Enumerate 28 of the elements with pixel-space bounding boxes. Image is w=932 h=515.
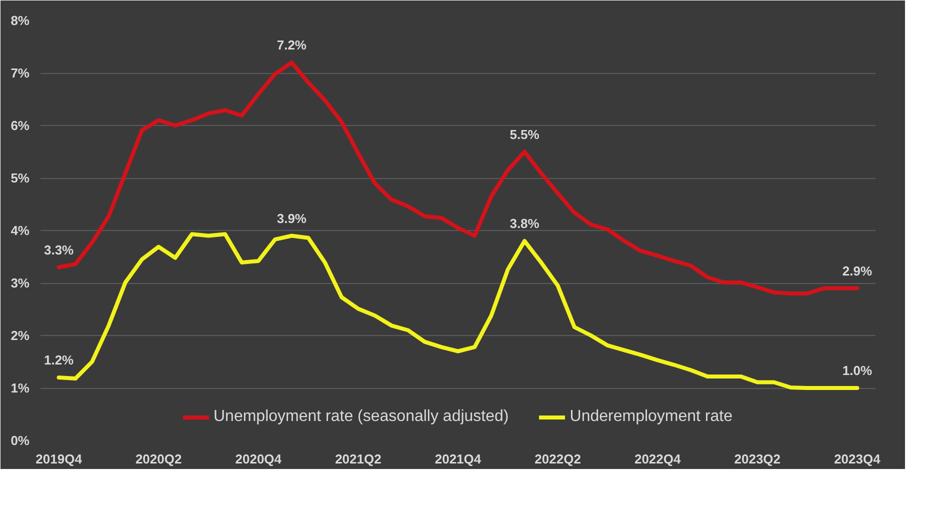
y-tick-label: 5%: [10, 170, 30, 186]
y-tick-label: 7%: [10, 66, 30, 80]
y-tick-label: 6%: [10, 118, 30, 133]
x-tick-label: 2021Q2: [335, 452, 382, 466]
x-tick-label: 2020Q2: [135, 452, 182, 466]
x-tick-label: 2022Q4: [634, 452, 682, 466]
x-tick-label: 2019Q4: [36, 452, 83, 466]
y-tick-label: 2%: [10, 328, 30, 343]
annotation: 1.0%: [842, 363, 872, 378]
annotation: 7.2%: [276, 38, 307, 52]
legend-label: Unemployment rate (seasonally adjusted): [213, 408, 509, 426]
annotation: 3.9%: [276, 210, 307, 226]
y-tick-label: 3%: [10, 276, 30, 290]
x-tick-label: 2023Q2: [734, 452, 781, 466]
legend-label: Underemployment rate: [570, 408, 733, 426]
x-tick-label: 2020Q4: [235, 452, 282, 466]
annotation: 2.9%: [842, 263, 872, 278]
y-tick-label: 0%: [10, 433, 30, 448]
x-tick-label: 2021Q4: [434, 452, 482, 466]
x-tick-label: 2023Q4: [834, 452, 882, 466]
y-tick-label: 8%: [10, 13, 30, 28]
annotation: 3.8%: [510, 216, 540, 231]
annotation: 3.3%: [44, 242, 74, 258]
y-tick-label: 4%: [10, 223, 30, 238]
x-tick-label: 2022Q2: [534, 452, 581, 466]
annotation: 5.5%: [510, 126, 540, 142]
y-tick-label: 1%: [10, 380, 30, 396]
annotation: 1.2%: [44, 352, 74, 368]
